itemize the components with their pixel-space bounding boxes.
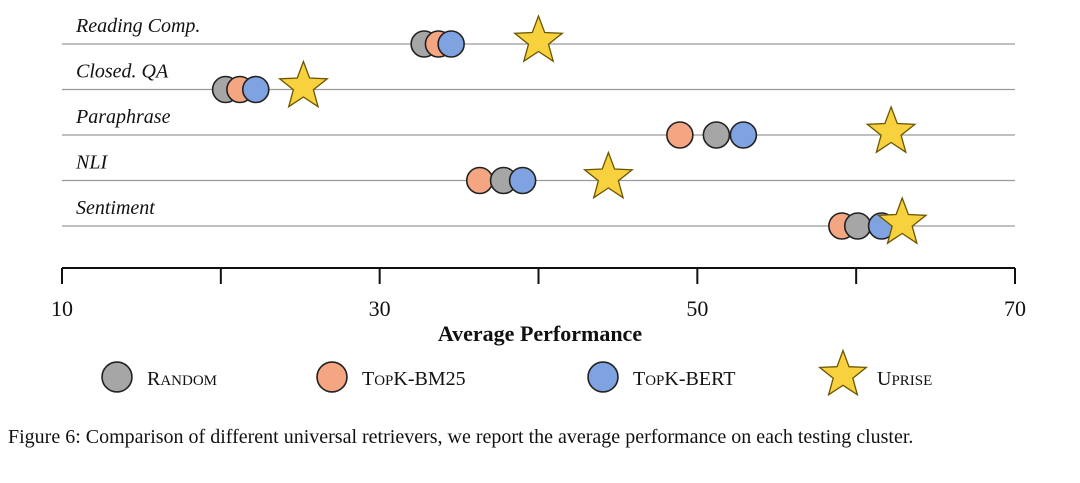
legend-marker-topk-bm25 <box>316 361 348 393</box>
data-point-topk-bert <box>508 166 537 195</box>
legend: RANDOM TOPK-BM25 TOPK-BERT UPRISE <box>101 348 932 397</box>
legend-label: TOPK-BERT <box>633 368 735 390</box>
figure-caption: Figure 6: Comparison of different univer… <box>8 426 914 448</box>
category-label: Closed. QA <box>76 61 169 83</box>
data-point-topk-bm25 <box>465 166 494 195</box>
data-marks <box>211 14 928 245</box>
category-label: Reading Comp. <box>75 15 200 37</box>
category-label: NLI <box>75 152 108 174</box>
data-point-random <box>843 212 872 240</box>
data-point-topk-bert <box>729 121 758 149</box>
data-point-topk-bert <box>437 30 465 58</box>
x-tick-label: 30 <box>369 296 391 321</box>
category-label: Paraphrase <box>75 106 171 128</box>
data-point-topk-bert <box>241 75 270 104</box>
data-point-uprise <box>277 59 329 109</box>
chart: Reading Comp. Closed. QA Paraphrase NLI Sent… <box>51 14 1026 397</box>
gridlines <box>62 43 1015 227</box>
category-label: Sentiment <box>76 197 155 219</box>
legend-marker-topk-bert <box>587 361 619 393</box>
legend-label: UPRISE <box>877 368 932 390</box>
category-labels: Reading Comp. Closed. QA Paraphrase NLI Sent… <box>75 15 200 219</box>
data-point-topk-bm25 <box>666 121 694 149</box>
legend-marker-uprise <box>817 348 869 397</box>
legend-marker-random <box>101 361 133 393</box>
legend-label: RANDOM <box>147 368 217 390</box>
data-point-uprise <box>582 150 634 200</box>
legend-label: TOPK-BM25 <box>362 368 466 390</box>
data-point-uprise <box>865 105 917 154</box>
data-point-random <box>702 121 731 149</box>
x-axis: 10 30 50 70 <box>51 267 1026 321</box>
x-axis-title: Average Performance <box>438 321 642 346</box>
data-point-uprise <box>512 14 565 63</box>
x-tick-label: 70 <box>1004 296 1026 321</box>
x-tick-label: 50 <box>686 296 708 321</box>
data-point-uprise <box>876 196 928 245</box>
x-tick-label: 10 <box>51 296 73 321</box>
